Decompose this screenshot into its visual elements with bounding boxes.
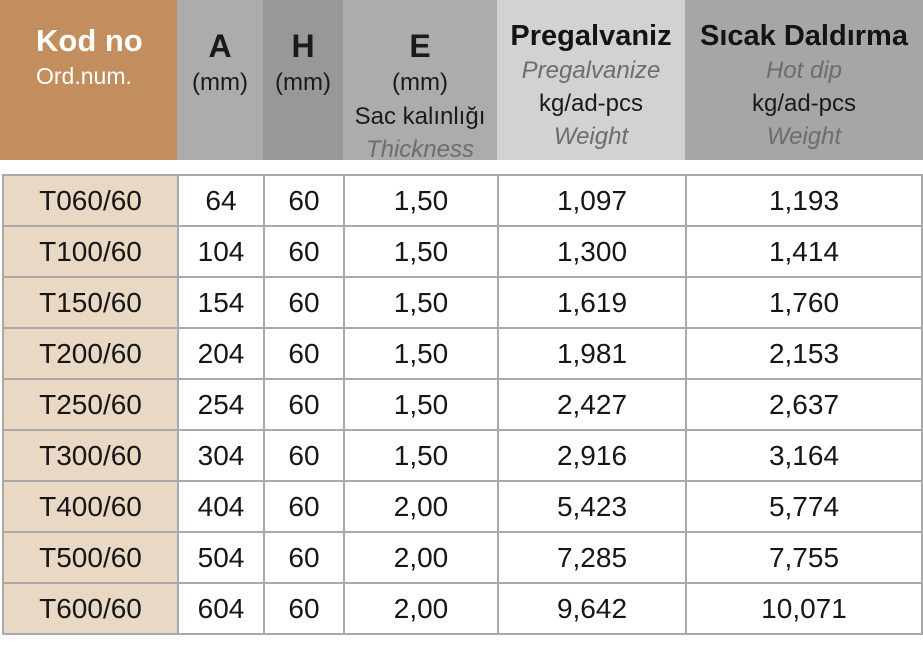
cell-hot-dip-weight: 1,193 <box>685 174 923 227</box>
cell-code: T400/60 <box>2 480 179 533</box>
cell-pregalvaniz-weight: 2,427 <box>497 378 687 431</box>
cell-e-thickness: 1,50 <box>343 327 499 380</box>
header-pregalvaniz-title: Pregalvaniz <box>510 20 672 52</box>
cell-h-mm: 60 <box>263 378 345 431</box>
cell-h-mm: 60 <box>263 429 345 482</box>
header-pregalvaniz-subtitle: Pregalvanize <box>521 57 661 84</box>
header-cell-a: A (mm) <box>177 0 263 160</box>
header-e-title: E <box>409 28 431 64</box>
cell-pregalvaniz-weight: 1,619 <box>497 276 687 329</box>
cell-a-mm: 204 <box>177 327 265 380</box>
cell-h-mm: 60 <box>263 582 345 635</box>
cell-h-mm: 60 <box>263 480 345 533</box>
cell-a-mm: 154 <box>177 276 265 329</box>
header-cell-h: H (mm) <box>263 0 343 160</box>
cell-hot-dip-weight: 1,760 <box>685 276 923 329</box>
cell-h-mm: 60 <box>263 531 345 584</box>
cell-e-thickness: 2,00 <box>343 582 499 635</box>
cell-h-mm: 60 <box>263 174 345 227</box>
cell-a-mm: 104 <box>177 225 265 278</box>
table-header: Kod no Ord.num. A (mm) H (mm) E (mm) Sac… <box>0 0 923 160</box>
cell-a-mm: 604 <box>177 582 265 635</box>
header-e-thickness-en: Thickness <box>365 136 475 160</box>
cell-pregalvaniz-weight: 1,981 <box>497 327 687 380</box>
cell-hot-dip-weight: 10,071 <box>685 582 923 635</box>
cell-code: T200/60 <box>2 327 179 380</box>
cell-pregalvaniz-weight: 7,285 <box>497 531 687 584</box>
cell-h-mm: 60 <box>263 276 345 329</box>
header-cell-kod-no: Kod no Ord.num. <box>0 0 177 160</box>
cell-hot-dip-weight: 3,164 <box>685 429 923 482</box>
cell-hot-dip-weight: 5,774 <box>685 480 923 533</box>
header-cell-pregalvaniz: Pregalvaniz Pregalvanize kg/ad-pcs Weigh… <box>497 0 685 160</box>
cell-code: T300/60 <box>2 429 179 482</box>
header-hot-dip-subtitle: Hot dip <box>765 57 843 84</box>
cell-code: T150/60 <box>2 276 179 329</box>
header-a-unit: (mm) <box>192 69 248 96</box>
cell-e-thickness: 2,00 <box>343 531 499 584</box>
cell-h-mm: 60 <box>263 225 345 278</box>
header-body-gap <box>0 160 923 174</box>
table-row: T500/60 504 60 2,00 7,285 7,755 <box>2 531 923 584</box>
cell-e-thickness: 1,50 <box>343 225 499 278</box>
table-row: T060/60 64 60 1,50 1,097 1,193 <box>2 174 923 227</box>
header-hot-dip-unit: kg/ad-pcs <box>751 90 857 117</box>
cell-code: T060/60 <box>2 174 179 227</box>
header-hot-dip-weight: Weight <box>766 123 842 150</box>
header-cell-e: E (mm) Sac kalınlığı Thickness <box>343 0 497 160</box>
header-a-title: A <box>208 28 232 64</box>
cell-e-thickness: 1,50 <box>343 378 499 431</box>
cell-e-thickness: 1,50 <box>343 276 499 329</box>
cell-pregalvaniz-weight: 5,423 <box>497 480 687 533</box>
cell-code: T600/60 <box>2 582 179 635</box>
header-hot-dip-title: Sıcak Daldırma <box>700 20 908 52</box>
header-pregalvaniz-weight: Weight <box>553 123 629 150</box>
table-row: T300/60 304 60 1,50 2,916 3,164 <box>2 429 923 482</box>
header-e-unit: (mm) <box>392 69 448 96</box>
cell-hot-dip-weight: 1,414 <box>685 225 923 278</box>
table-row: T600/60 604 60 2,00 9,642 10,071 <box>2 582 923 635</box>
cell-a-mm: 304 <box>177 429 265 482</box>
cell-code: T100/60 <box>2 225 179 278</box>
header-kod-subtitle: Ord.num. <box>36 63 132 89</box>
cell-h-mm: 60 <box>263 327 345 380</box>
cell-pregalvaniz-weight: 2,916 <box>497 429 687 482</box>
header-pregalvaniz-unit: kg/ad-pcs <box>538 90 644 117</box>
cell-pregalvaniz-weight: 9,642 <box>497 582 687 635</box>
header-kod-title: Kod no <box>36 23 143 58</box>
size-table: T060/60 64 60 1,50 1,097 1,193 T100/60 1… <box>2 174 923 635</box>
cell-code: T500/60 <box>2 531 179 584</box>
cell-code: T250/60 <box>2 378 179 431</box>
cell-pregalvaniz-weight: 1,097 <box>497 174 687 227</box>
cell-e-thickness: 2,00 <box>343 480 499 533</box>
header-h-title: H <box>291 28 315 64</box>
cell-e-thickness: 1,50 <box>343 174 499 227</box>
cell-a-mm: 404 <box>177 480 265 533</box>
cell-a-mm: 254 <box>177 378 265 431</box>
table-row: T400/60 404 60 2,00 5,423 5,774 <box>2 480 923 533</box>
table-row: T200/60 204 60 1,50 1,981 2,153 <box>2 327 923 380</box>
cell-hot-dip-weight: 2,153 <box>685 327 923 380</box>
table-body: T060/60 64 60 1,50 1,097 1,193 T100/60 1… <box>2 174 923 635</box>
cell-pregalvaniz-weight: 1,300 <box>497 225 687 278</box>
cell-a-mm: 504 <box>177 531 265 584</box>
cell-a-mm: 64 <box>177 174 265 227</box>
header-cell-hot-dip: Sıcak Daldırma Hot dip kg/ad-pcs Weight <box>685 0 923 160</box>
header-h-unit: (mm) <box>275 69 331 96</box>
header-e-thickness-tr: Sac kalınlığı <box>354 103 486 130</box>
cell-e-thickness: 1,50 <box>343 429 499 482</box>
table-row: T100/60 104 60 1,50 1,300 1,414 <box>2 225 923 278</box>
table-row: T250/60 254 60 1,50 2,427 2,637 <box>2 378 923 431</box>
cell-hot-dip-weight: 7,755 <box>685 531 923 584</box>
table-row: T150/60 154 60 1,50 1,619 1,760 <box>2 276 923 329</box>
cell-hot-dip-weight: 2,637 <box>685 378 923 431</box>
